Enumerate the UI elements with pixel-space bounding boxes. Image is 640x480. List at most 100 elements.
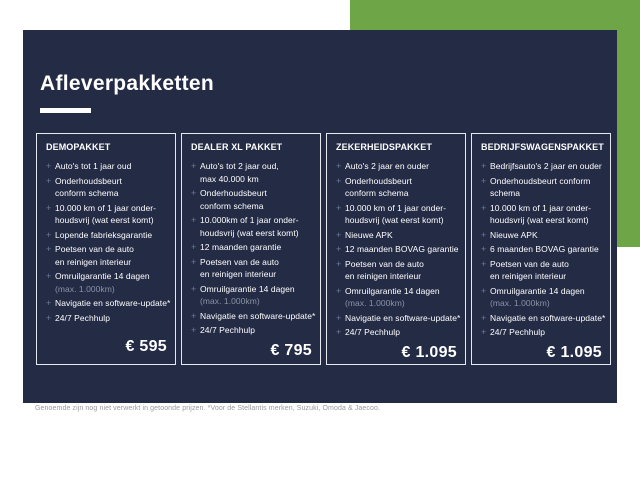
feature-item: +24/7 Pechhulp: [481, 326, 602, 339]
plus-bullet-icon: +: [481, 327, 487, 337]
feature-item: +24/7 Pechhulp: [336, 326, 457, 339]
feature-lines: Lopende fabrieksgarantie: [55, 229, 167, 242]
feature-item: + Nieuwe APK: [336, 229, 457, 242]
feature-lines: Auto's 2 jaar en ouder: [345, 160, 457, 173]
package-price: € 1.095: [546, 343, 602, 361]
feature-lines: Omruilgarantie 14 dagen (max. 1.000km): [490, 285, 602, 310]
package-title: DEMOPAKKET: [46, 142, 111, 152]
feature-lines: Navigatie en software-update*: [345, 312, 461, 325]
feature-item: + Omruilgarantie 14 dagen (max. 1.000km): [481, 285, 602, 310]
package-price: € 595: [125, 338, 167, 355]
plus-bullet-icon: +: [46, 298, 52, 308]
feature-line: en reinigen interieur: [490, 271, 567, 281]
page-title: Afleverpakketten: [40, 72, 215, 95]
plus-bullet-icon: +: [336, 327, 342, 337]
feature-lines: 10.000 km of 1 jaar onder-houdsvrij (wat…: [345, 202, 457, 227]
feature-line: en reinigen interieur: [55, 256, 132, 267]
feature-line: conform schema: [200, 200, 264, 211]
feature-item: + Poetsen van de auto en reinigen interieu…: [481, 258, 602, 283]
plus-bullet-icon: +: [46, 271, 52, 281]
feature-line: Auto's tot 1 jaar oud: [55, 161, 132, 171]
feature-line: conform schema: [55, 188, 119, 198]
package-title: DEALER XL PAKKET: [191, 142, 283, 152]
plus-bullet-icon: +: [481, 175, 487, 186]
feature-item: + Auto's tot 2 jaar oud, max 40.000 km: [191, 160, 312, 185]
feature-line: Omruilgarantie 14 dagen: [55, 271, 150, 281]
feature-line: Poetsen van de auto: [490, 258, 569, 269]
feature-item: +24/7 Pechhulp: [191, 324, 312, 337]
feature-item: + Omruilgarantie 14 dagen (max. 1.000km): [336, 285, 457, 310]
feature-lines: Omruilgarantie 14 dagen (max. 1.000km): [345, 285, 457, 310]
feature-lines: Navigatie en software-update*: [200, 310, 315, 323]
feature-line: 10.000 km of 1 jaar onder-: [345, 202, 446, 213]
feature-line: conform schema: [345, 188, 409, 198]
package-card-demopakket: DEMOPAKKET + Auto's tot 1 jaar oud + Onderh…: [36, 133, 176, 365]
feature-line: en reinigen interieur: [200, 269, 277, 279]
feature-item: +10.000 km of 1 jaar onder-houdsvrij (wa…: [481, 202, 602, 227]
plus-bullet-icon: +: [336, 285, 342, 296]
feature-lines: Nieuwe APK: [490, 229, 602, 242]
packages-panel: Afleverpakketten DEMOPAKKET + Auto's tot …: [23, 30, 617, 403]
feature-lines: 10.000 km of 1 jaar onder-houdsvrij (wat…: [55, 202, 167, 227]
feature-line: Navigatie en software-update*: [55, 298, 171, 308]
feature-item: +12 maanden garantie: [191, 241, 312, 254]
feature-line: (max. 1.000km): [345, 298, 405, 308]
feature-line: en reinigen interieur: [345, 271, 422, 281]
plus-bullet-icon: +: [336, 202, 342, 213]
plus-bullet-icon: +: [46, 161, 52, 171]
feature-line: Onderhoudsbeurt: [55, 175, 122, 186]
feature-lines: Bedrijfsauto's 2 jaar en ouder: [490, 160, 602, 173]
feature-lines: Omruilgarantie 14 dagen (max. 1.000km): [200, 283, 312, 308]
feature-item: +10.000 km of 1 jaar onder-houdsvrij (wa…: [336, 202, 457, 227]
feature-line: schema: [490, 188, 521, 198]
feature-line: Navigatie en software-update*: [345, 312, 461, 323]
plus-bullet-icon: +: [336, 229, 342, 240]
feature-item: +12 maanden BOVAG garantie: [336, 243, 459, 256]
plus-bullet-icon: +: [191, 242, 197, 252]
feature-line: Auto's tot 2 jaar oud,: [200, 161, 279, 171]
plus-bullet-icon: +: [46, 229, 52, 240]
feature-item: + Onderhoudsbeurt conform schema: [46, 175, 167, 200]
feature-lines: 24/7 Pechhulp: [55, 312, 167, 325]
feature-lines: 10.000km of 1 jaar onder-houdsvrij (wat …: [200, 214, 312, 239]
package-card-zekerheid: ZEKERHEIDSPAKKET + Auto's 2 jaar en ouder…: [326, 133, 466, 365]
feature-item: + Bedrijfsauto's 2 jaar en ouder: [481, 160, 602, 173]
feature-lines: 6 maanden BOVAG garantie: [490, 243, 602, 256]
feature-item: + Lopende fabrieksgarantie: [46, 229, 167, 242]
feature-item: +10.000km of 1 jaar onder-houdsvrij (wat…: [191, 214, 312, 239]
feature-item: + Poetsen van de auto en reinigen interieu…: [336, 258, 457, 283]
feature-item: + Poetsen van de auto en reinigen interieu…: [46, 243, 167, 268]
plus-bullet-icon: +: [46, 175, 52, 186]
plus-bullet-icon: +: [46, 202, 52, 213]
feature-line: Nieuwe APK: [345, 229, 393, 240]
plus-bullet-icon: +: [336, 312, 342, 323]
feature-line: Omruilgarantie 14 dagen: [490, 285, 585, 296]
feature-line: Lopende fabrieksgarantie: [55, 229, 153, 240]
feature-line: 12 maanden garantie: [200, 242, 282, 252]
feature-line: 24/7 Pechhulp: [345, 327, 400, 337]
package-title: BEDRIJFSWAGENSPAKKET: [481, 142, 604, 152]
feature-lines: 24/7 Pechhulp: [345, 326, 457, 339]
plus-bullet-icon: +: [336, 244, 342, 254]
feature-list: + Bedrijfsauto's 2 jaar en ouder + Onderhou…: [481, 160, 606, 341]
feature-item: + Omruilgarantie 14 dagen (max. 1.000km): [191, 283, 312, 308]
package-cards-row: DEMOPAKKET + Auto's tot 1 jaar oud + Onderh…: [36, 133, 611, 365]
feature-lines: Onderhoudsbeurt conform schema: [55, 175, 167, 200]
feature-line: 24/7 Pechhulp: [200, 325, 255, 335]
feature-lines: Poetsen van de auto en reinigen interieur: [200, 256, 312, 281]
feature-lines: Omruilgarantie 14 dagen (max. 1.000km): [55, 270, 167, 295]
plus-bullet-icon: +: [191, 161, 197, 171]
feature-line: 6 maanden BOVAG garantie: [490, 244, 599, 254]
plus-bullet-icon: +: [336, 161, 342, 171]
feature-lines: Poetsen van de auto en reinigen interieur: [345, 258, 457, 283]
feature-line: Onderhoudsbeurt conform: [490, 175, 591, 186]
feature-line: 10.000 km of 1 jaar onder-: [55, 202, 156, 213]
feature-line: Navigatie en software-update*: [490, 312, 606, 323]
feature-lines: Auto's tot 2 jaar oud, max 40.000 km: [200, 160, 312, 185]
feature-item: + Onderhoudsbeurt conform schema: [336, 175, 457, 200]
plus-bullet-icon: +: [191, 325, 197, 335]
feature-line: Poetsen van de auto: [200, 256, 279, 267]
feature-line: Onderhoudsbeurt: [345, 175, 412, 186]
feature-item: +10.000 km of 1 jaar onder-houdsvrij (wa…: [46, 202, 167, 227]
feature-line: houdsvrij (wat eerst komt): [345, 215, 444, 225]
